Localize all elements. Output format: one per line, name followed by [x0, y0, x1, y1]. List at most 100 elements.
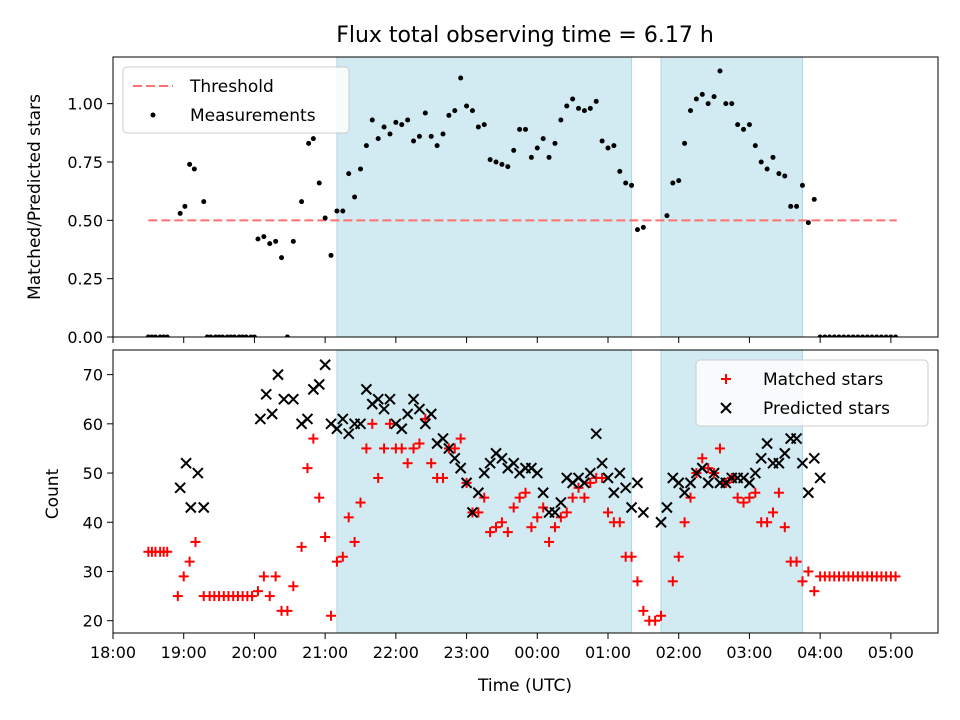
measurement-point — [328, 252, 334, 258]
matched-star-marker — [526, 522, 537, 533]
matched-star-marker — [673, 551, 684, 562]
measurement-point — [399, 122, 405, 128]
predicted-star-marker — [449, 452, 461, 464]
bottom-y-tick-label: 50 — [83, 464, 103, 483]
measurement-point — [267, 241, 273, 247]
measurement-point — [164, 334, 170, 337]
bottom-x-tick-label: 19:00 — [161, 643, 207, 662]
matched-star-marker — [172, 591, 183, 602]
predicted-star-marker — [425, 408, 437, 420]
measurement-point — [845, 334, 851, 337]
matched-star-marker — [438, 472, 448, 483]
measurement-point — [741, 126, 747, 132]
measurement-point — [576, 105, 582, 111]
measurement-point — [782, 173, 788, 179]
measurement-point — [493, 159, 499, 165]
matched-star-marker — [178, 571, 189, 582]
predicted-star-marker — [496, 452, 508, 464]
matched-star-marker — [555, 512, 566, 523]
bottom-x-tick-label: 18:00 — [90, 643, 136, 662]
predicted-star-marker — [313, 378, 325, 391]
matched-star-marker — [485, 527, 496, 538]
top-y-tick-label: 0.50 — [67, 211, 103, 230]
predicted-star-marker — [360, 383, 373, 396]
measurement-point — [611, 143, 617, 149]
matched-star-marker — [379, 443, 390, 454]
measurement-point — [705, 101, 711, 107]
measurement-point — [511, 147, 517, 153]
matched-star-marker — [288, 581, 299, 592]
matched-star-marker — [270, 571, 281, 582]
matched-star-marker — [650, 615, 661, 626]
measurement-point — [523, 126, 528, 132]
matched-star-marker — [614, 517, 625, 528]
measurement-point — [251, 334, 257, 337]
measurement-point — [452, 108, 458, 114]
matched-star-marker — [597, 472, 608, 483]
measurement-point — [670, 180, 676, 186]
matched-star-marker — [247, 591, 258, 602]
measurement-point — [794, 203, 800, 209]
matched-star-marker — [296, 541, 307, 552]
predicted-star-marker — [773, 457, 785, 469]
predicted-star-marker — [396, 423, 408, 435]
bottom-x-tick-label: 04:00 — [797, 643, 843, 662]
matched-star-marker — [573, 482, 584, 493]
matched-star-marker — [656, 610, 667, 621]
legend-predicted-swatch — [720, 402, 732, 414]
predicted-star-marker — [549, 506, 561, 519]
predicted-star-marker — [625, 501, 638, 514]
measurement-point — [411, 138, 417, 144]
matched-star-marker — [349, 536, 360, 547]
matched-star-marker — [890, 571, 901, 582]
measurement-point — [369, 117, 375, 123]
measurement-point — [422, 110, 428, 116]
measurement-point — [869, 334, 875, 337]
measurement-point — [746, 122, 752, 128]
matched-star-marker — [373, 472, 384, 483]
predicted-star-marker — [661, 501, 673, 514]
predicted-star-marker — [437, 432, 449, 445]
bottom-y-tick-label: 40 — [83, 513, 103, 532]
chart-title: Flux total observing time = 6.17 h — [336, 23, 714, 48]
predicted-star-marker — [185, 501, 197, 514]
measurement-point — [208, 334, 214, 337]
measurement-point — [811, 196, 817, 202]
matched-star-marker — [308, 433, 319, 444]
matched-star-marker — [282, 605, 293, 616]
measurement-point — [822, 334, 828, 337]
measurement-point — [546, 154, 552, 160]
measurement-point — [883, 334, 889, 337]
measurement-point — [517, 126, 523, 132]
measurement-point — [440, 131, 446, 137]
predicted-star-marker — [802, 487, 815, 499]
measurement-point — [770, 154, 776, 160]
predicted-star-marker — [761, 437, 773, 450]
measurement-point — [764, 166, 770, 172]
predicted-star-marker — [407, 393, 420, 405]
measurement-point — [888, 334, 894, 337]
legend-label: Matched stars — [763, 370, 883, 390]
matched-star-marker — [320, 532, 331, 543]
measurement-point — [605, 145, 611, 151]
predicted-star-marker — [254, 413, 267, 425]
matched-star-marker — [343, 512, 354, 523]
x-axis-label: Time (UTC) — [477, 676, 572, 696]
measurement-point — [393, 119, 399, 125]
bottom-x-tick-label: 05:00 — [868, 643, 914, 662]
measurement-point — [688, 108, 693, 114]
matched-star-marker — [626, 551, 637, 562]
measurement-point — [711, 94, 717, 100]
measurement-point — [458, 75, 464, 81]
matched-star-marker — [697, 453, 708, 464]
matched-star-marker — [561, 507, 572, 518]
measurement-point — [487, 157, 493, 163]
matched-star-marker — [762, 517, 773, 528]
predicted-star-marker — [192, 467, 204, 479]
bottom-x-tick-label: 03:00 — [726, 643, 772, 662]
measurement-point — [434, 143, 440, 149]
predicted-star-marker — [673, 477, 685, 489]
measurement-point — [306, 140, 312, 146]
predicted-star-marker — [796, 457, 809, 469]
measurement-point — [878, 334, 884, 337]
